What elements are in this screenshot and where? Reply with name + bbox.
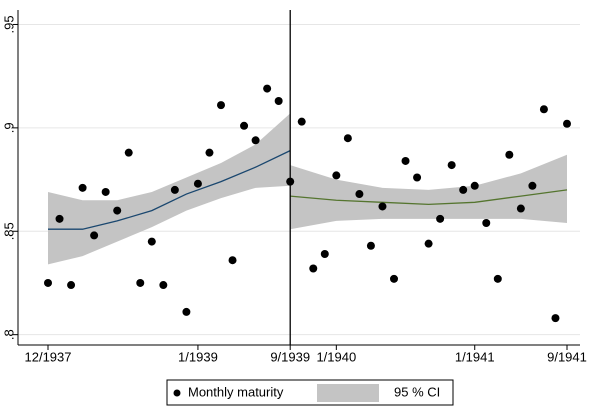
data-point <box>274 96 283 105</box>
data-point <box>355 190 364 199</box>
data-point <box>482 218 491 227</box>
data-point <box>436 214 445 223</box>
y-tick-label: .95 <box>1 15 16 33</box>
fit-line <box>290 189 568 206</box>
data-point <box>505 150 514 159</box>
x-tick-label: 9/1941 <box>547 349 587 364</box>
data-point <box>182 307 191 316</box>
y-tick-label: .8 <box>1 329 16 340</box>
data-point <box>390 274 398 283</box>
data-point <box>263 84 272 93</box>
legend-label: Monthly maturity <box>188 384 284 399</box>
data-point <box>113 206 122 215</box>
data-point <box>447 161 456 170</box>
data-point <box>101 187 110 196</box>
data-point <box>124 148 133 157</box>
data-point <box>170 185 179 194</box>
legend-marker <box>173 389 181 397</box>
x-tick-label: 12/1937 <box>25 349 72 364</box>
data-point <box>44 278 52 287</box>
ci-band <box>290 154 567 230</box>
data-point <box>413 173 422 182</box>
data-point <box>539 105 548 114</box>
data-point <box>366 241 375 250</box>
data-point <box>424 239 433 248</box>
x-tick-label: 1/1941 <box>455 349 495 364</box>
data-point <box>563 119 571 128</box>
legend-label: 95 % CI <box>394 384 440 399</box>
data-point <box>55 214 64 223</box>
data-point <box>147 237 156 246</box>
data-point <box>217 101 225 110</box>
data-point <box>459 185 468 194</box>
x-tick-label: 1/1939 <box>178 349 218 364</box>
data-point <box>159 281 168 290</box>
data-point <box>228 256 237 265</box>
y-tick-label: .85 <box>1 222 16 240</box>
data-point <box>78 183 87 192</box>
data-point <box>90 231 99 240</box>
legend-ci-swatch <box>317 384 379 402</box>
data-point <box>251 136 260 145</box>
data-point <box>309 264 318 273</box>
data-point <box>286 177 295 186</box>
ci-band <box>48 113 291 265</box>
data-point <box>401 156 410 165</box>
data-point <box>240 121 249 130</box>
data-point <box>205 148 214 157</box>
x-tick-label: 9/1939 <box>270 349 310 364</box>
x-tick-label: 1/1940 <box>316 349 356 364</box>
fit-line <box>48 150 291 230</box>
data-point <box>297 117 306 126</box>
data-point <box>136 278 145 287</box>
data-point <box>343 134 352 143</box>
data-point <box>332 171 341 180</box>
data-point <box>528 181 537 190</box>
data-point <box>67 281 76 290</box>
data-point <box>470 181 479 190</box>
data-point <box>516 204 525 213</box>
data-point <box>493 274 502 283</box>
data-point <box>378 202 387 211</box>
legend-box <box>166 379 454 406</box>
data-point <box>320 250 329 259</box>
data-point <box>551 314 560 323</box>
data-point <box>193 179 202 188</box>
y-tick-label: .9 <box>1 122 16 133</box>
